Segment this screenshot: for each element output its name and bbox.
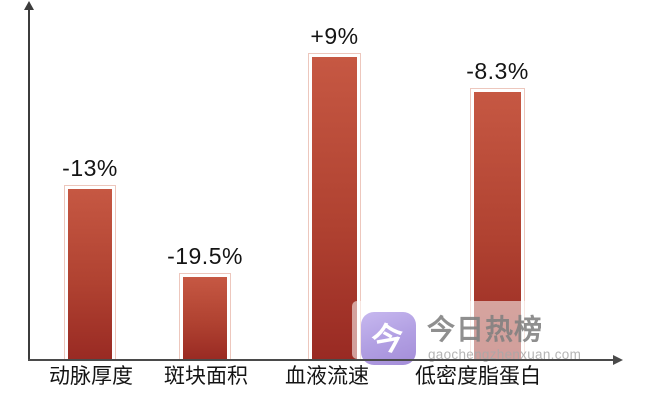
bar-group-artery-thickness: -13%: [62, 155, 118, 360]
y-axis: [28, 9, 30, 360]
bar: [180, 274, 230, 360]
x-axis-category-label: 血液流速: [285, 365, 369, 388]
x-axis-category-label: 斑块面积: [164, 365, 248, 388]
bar-value-label: -19.5%: [167, 243, 243, 269]
bar-group-blood-flow: +9%: [309, 25, 360, 360]
bar-value-label: -8.3%: [466, 58, 529, 84]
x-axis-category-label: 动脉厚度: [49, 365, 133, 388]
x-axis-arrow-icon: [613, 355, 623, 365]
bar-value-label: +9%: [310, 23, 359, 49]
watermark-brand: 今日热榜: [427, 314, 544, 345]
bar: [65, 186, 115, 360]
watermark-logo-icon: 今: [361, 312, 416, 365]
watermark-url: gaochengzhenxuan.com: [428, 347, 582, 362]
x-axis: [28, 359, 614, 361]
watermark-logo-glyph: 今: [369, 317, 408, 360]
x-axis-category-label: 低密度脂蛋白: [415, 365, 541, 388]
y-axis-arrow-icon: [24, 1, 34, 10]
bar: [309, 54, 360, 360]
bar-group-plaque-area: -19.5%: [167, 245, 242, 360]
bar-value-label: -13%: [62, 155, 118, 181]
